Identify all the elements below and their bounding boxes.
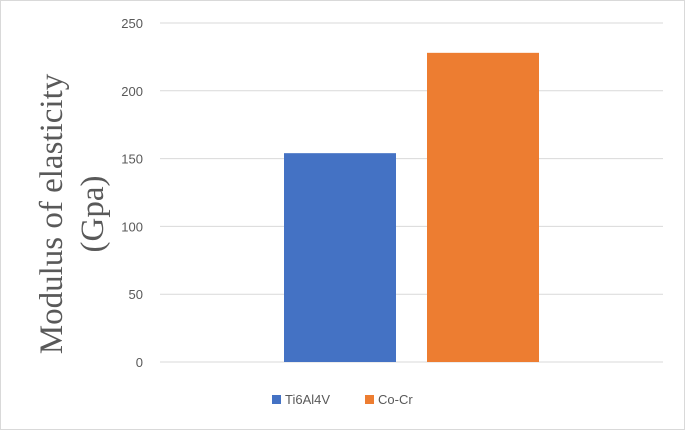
bar-ti6al4v [284,153,396,362]
y-axis-label-line2: (Gpa) [75,176,111,253]
legend-swatch-co-cr [365,395,374,404]
y-tick-label-50: 50 [129,287,143,302]
y-tick-label-0: 0 [136,355,143,370]
y-tick-label-250: 250 [121,16,143,31]
legend-label-co-cr: Co-Cr [378,392,413,407]
y-tick-label-200: 200 [121,84,143,99]
y-tick-label-100: 100 [121,219,143,234]
legend-swatch-ti6al4v [272,395,281,404]
legend-label-ti6al4v: Ti6Al4V [285,392,330,407]
bars [284,52,539,362]
y-axis-ticks: 0 50 100 150 200 250 [121,16,143,370]
gridlines [160,22,663,363]
y-axis-label-line1: Modulus of elasticity [34,73,70,354]
bar-co-cr [427,52,539,362]
legend: Ti6Al4V Co-Cr [272,392,413,407]
y-tick-label-150: 150 [121,152,143,167]
